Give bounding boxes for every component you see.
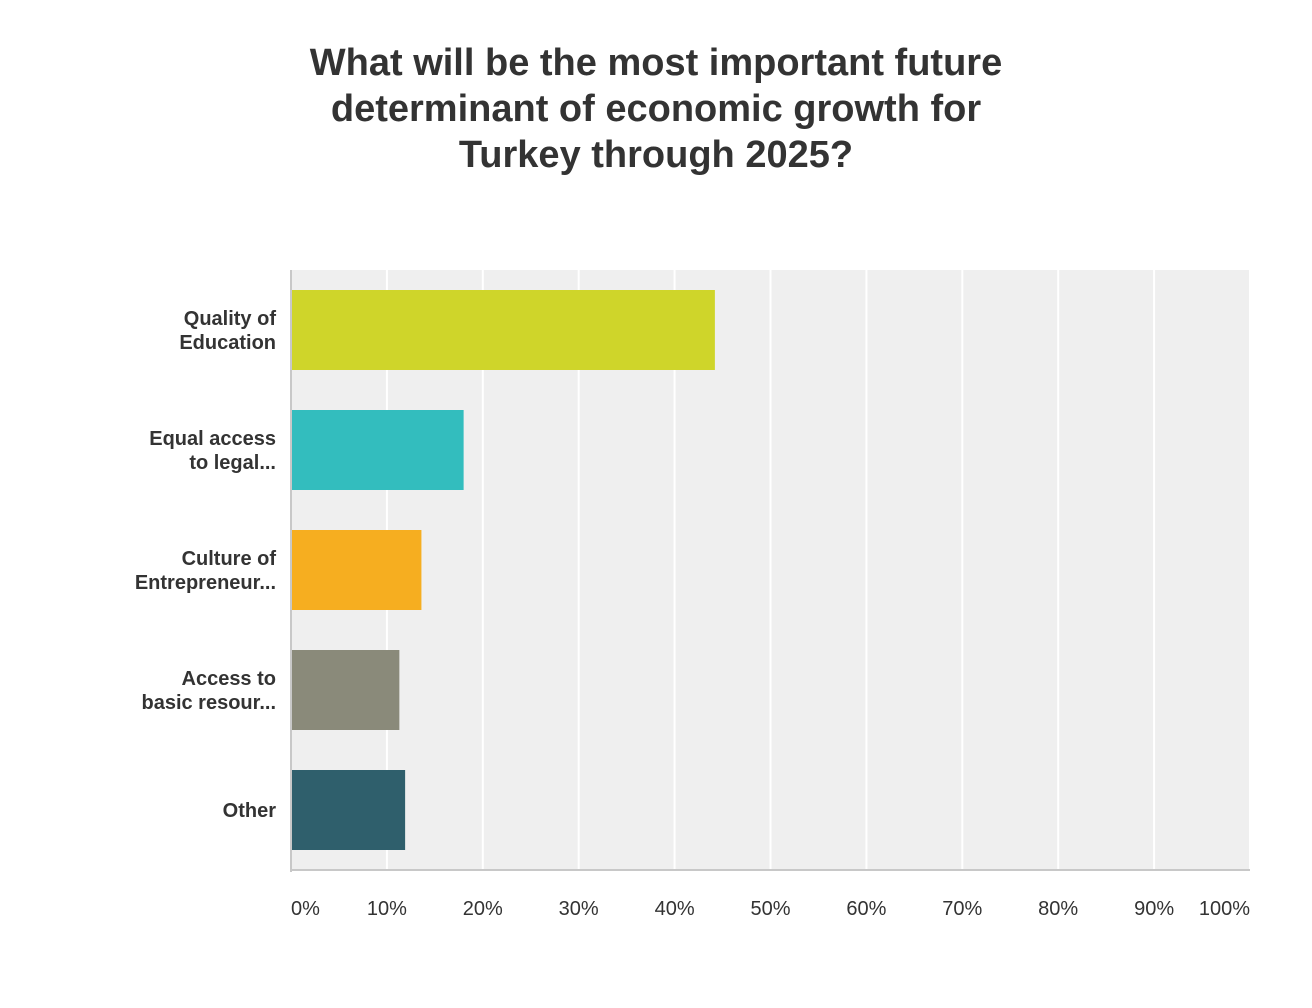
chart-title: What will be the most important future d… xyxy=(256,40,1056,178)
x-tick-label: 50% xyxy=(750,898,790,920)
x-tick-label: 60% xyxy=(846,898,886,920)
x-tick-label: 70% xyxy=(942,898,982,920)
chart-title-line-3: Turkey through 2025? xyxy=(458,134,854,176)
x-tick-label: 40% xyxy=(655,898,695,920)
x-tick-label: 80% xyxy=(1038,898,1078,920)
category-label-4-line-0: Other xyxy=(223,800,277,822)
x-tick-label: 0% xyxy=(291,898,320,920)
x-tick-label: 20% xyxy=(463,898,503,920)
category-label-1-line-0: Equal access xyxy=(149,428,276,450)
category-label-0-line-0: Quality of xyxy=(184,308,277,330)
category-label-0-line-1: Education xyxy=(179,332,276,354)
bar-0 xyxy=(292,290,715,370)
x-tick-labels: 0% 10% 20% 30% 40% 50% 60% 70% 80% 90% 100% xyxy=(291,898,1250,920)
chart-title-line-1: What will be the most important future xyxy=(309,42,1003,84)
x-tick-label: 10% xyxy=(367,898,407,920)
category-label-2-line-1: Entrepreneur... xyxy=(135,572,276,594)
bar-2 xyxy=(292,530,422,610)
bar-1 xyxy=(292,410,464,490)
category-label-2-line-0: Culture of xyxy=(182,548,277,570)
x-tick-label: 90% xyxy=(1134,898,1174,920)
category-label-3-line-0: Access to xyxy=(182,668,277,690)
bar-3 xyxy=(292,650,400,730)
axes xyxy=(290,270,1250,872)
chart-title-line-2: determinant of economic growth for xyxy=(330,88,982,130)
bar-4 xyxy=(292,770,406,850)
x-tick-label: 100% xyxy=(1199,898,1250,920)
bars xyxy=(292,290,715,850)
x-tick-label: 30% xyxy=(559,898,599,920)
category-label-1-line-1: to legal... xyxy=(189,452,276,474)
category-label-3-line-1: basic resour... xyxy=(141,692,276,714)
